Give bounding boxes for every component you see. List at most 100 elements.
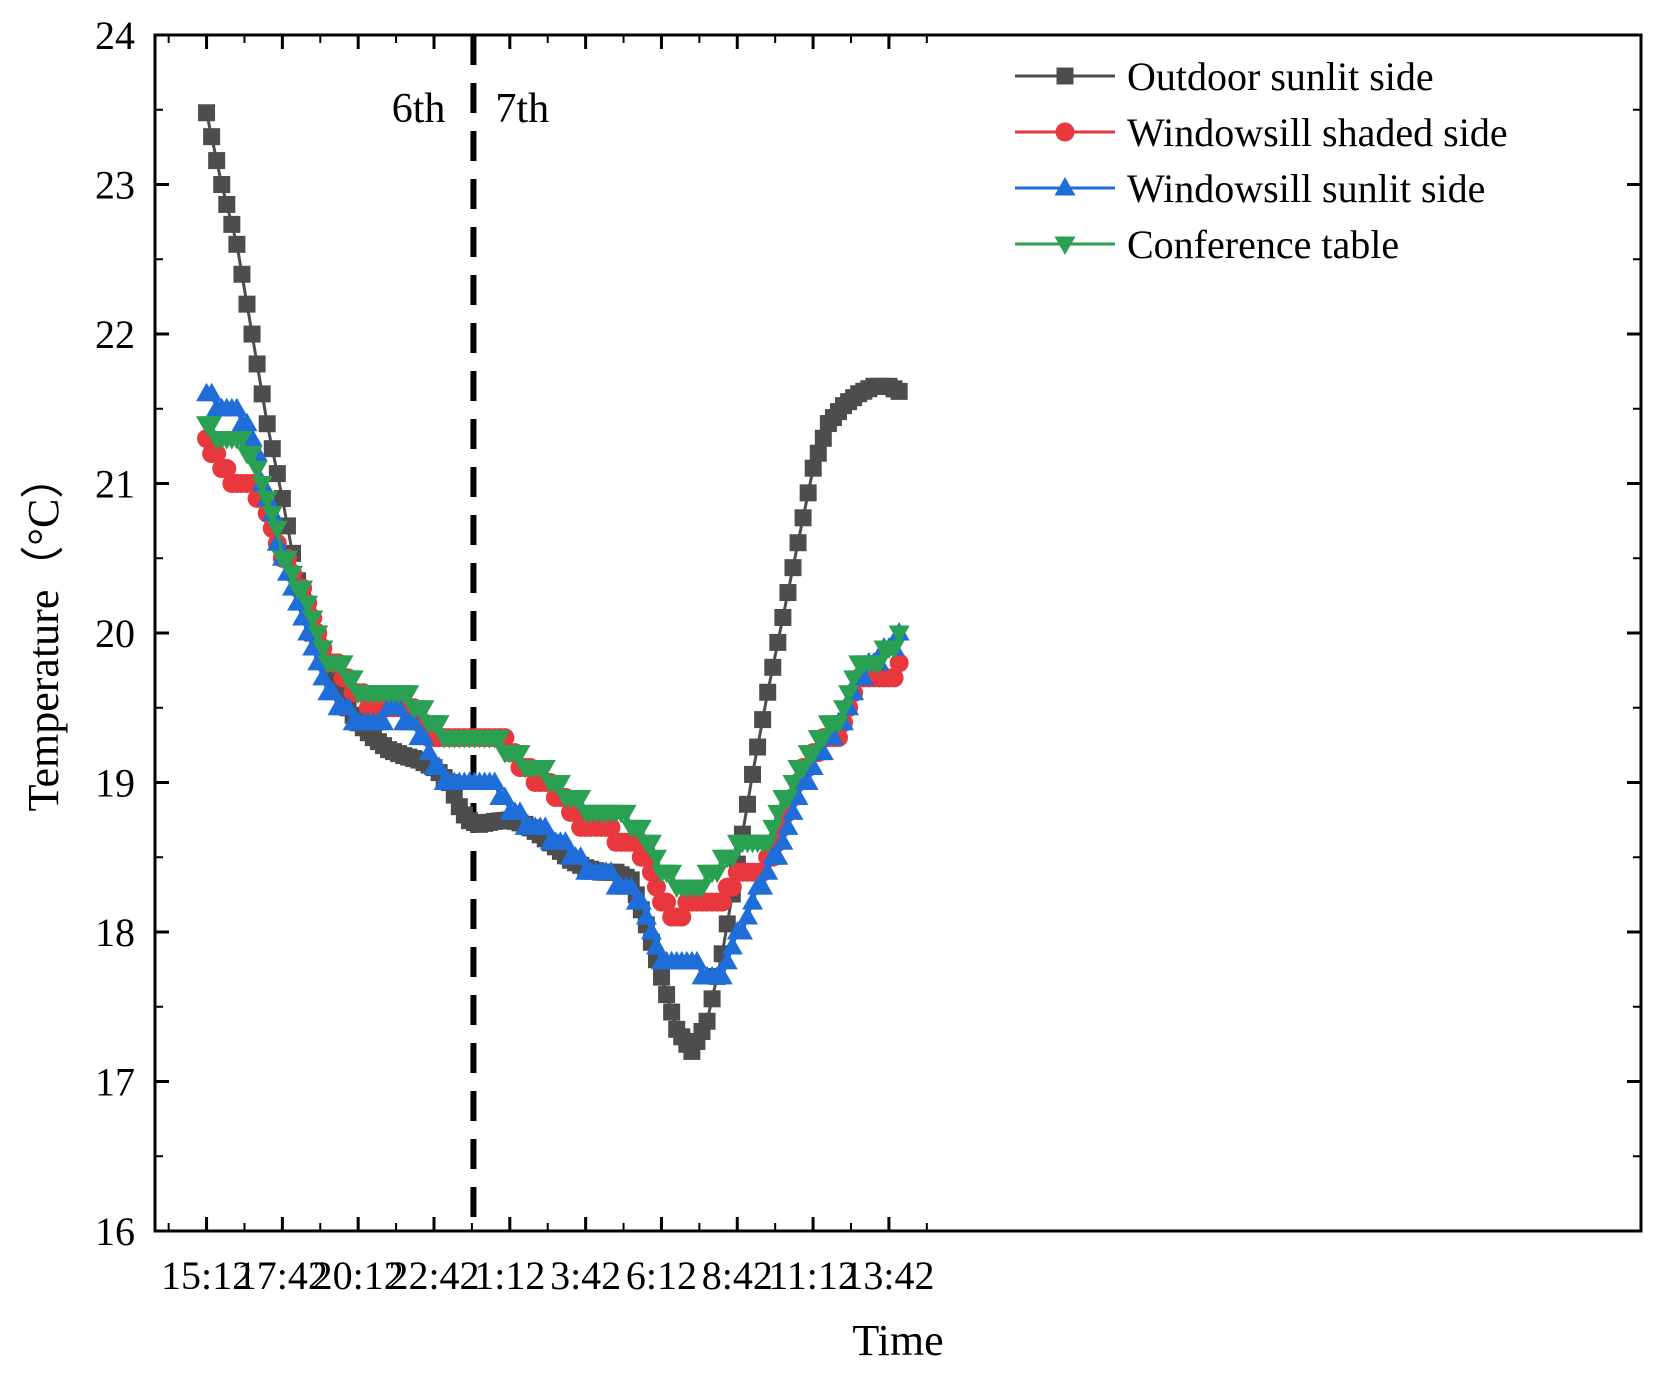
data-point: [784, 559, 802, 577]
data-point: [742, 891, 764, 910]
data-point: [640, 834, 662, 854]
data-point: [721, 935, 743, 955]
day-label-7th: 7th: [495, 86, 549, 132]
data-point: [534, 816, 556, 835]
data-point: [889, 653, 909, 673]
data-point: [645, 849, 667, 869]
data-point: [706, 864, 728, 884]
x-axis-title: Time: [852, 1316, 943, 1365]
x-tick-label: 15:12: [161, 1253, 252, 1298]
data-point: [630, 819, 652, 839]
data-point: [256, 490, 278, 510]
data-point: [302, 610, 324, 630]
data-point: [797, 771, 819, 790]
data-point: [261, 505, 283, 525]
data-point: [767, 804, 789, 824]
data-point: [663, 1003, 681, 1021]
data-point: [203, 128, 221, 146]
data-point: [258, 415, 276, 433]
data-point: [777, 789, 799, 809]
data-point: [812, 741, 834, 761]
data-point: [769, 633, 787, 651]
data-point: [413, 726, 435, 746]
data-point: [307, 651, 329, 671]
data-point: [658, 986, 676, 1004]
y-tick-label: 18: [95, 910, 135, 955]
data-point: [711, 965, 733, 985]
data-point: [749, 738, 767, 756]
data-point: [759, 683, 777, 701]
data-point: [762, 819, 784, 839]
data-point: [372, 711, 394, 731]
data-point: [266, 520, 288, 540]
data-point: [744, 765, 762, 783]
data-point: [403, 711, 425, 731]
data-point: [774, 608, 792, 626]
data-point: [418, 741, 440, 761]
data-point: [736, 906, 758, 925]
data-point: [653, 968, 671, 986]
data-point: [287, 592, 309, 611]
data-point: [228, 235, 246, 253]
data-point: [620, 876, 642, 895]
legend-label: Conference table: [1127, 222, 1399, 267]
legend: Outdoor sunlit side Windowsill shaded sid…: [1015, 54, 1508, 267]
data-point: [716, 950, 738, 970]
day-label-6th: 6th: [392, 86, 446, 132]
y-tick-label: 19: [95, 761, 135, 806]
data-point: [757, 861, 779, 880]
x-tick-label: 1:12: [474, 1253, 545, 1298]
data-point: [570, 846, 592, 865]
data-point: [263, 440, 281, 458]
data-point: [672, 907, 692, 927]
y-tick-label: 16: [95, 1209, 135, 1254]
y-tick-label: 20: [95, 611, 135, 656]
data-point: [812, 730, 834, 749]
data-point: [273, 490, 291, 508]
data-point: [322, 681, 344, 701]
data-point: [764, 658, 782, 676]
y-tick-label: 24: [95, 13, 135, 58]
data-point: [570, 789, 592, 809]
data-point: [201, 382, 223, 402]
data-point: [794, 509, 812, 527]
x-tick-label: 17:42: [237, 1253, 328, 1298]
data-point: [640, 921, 662, 940]
data-point: [509, 745, 531, 764]
data-point: [809, 444, 827, 462]
data-point: [754, 711, 772, 729]
data-point: [802, 745, 824, 764]
data-point: [698, 1012, 716, 1030]
x-tick-label: 6:12: [626, 1253, 697, 1298]
series-conference-table: [196, 416, 910, 899]
data-point: [554, 831, 576, 850]
data-point: [822, 726, 844, 746]
data-point: [248, 355, 266, 373]
legend-label: Outdoor sunlit side: [1127, 54, 1434, 99]
data-point: [833, 700, 855, 719]
data-point: [718, 915, 736, 933]
data-point: [292, 607, 314, 626]
x-tick-label: 22:42: [388, 1253, 479, 1298]
legend-marker: [1056, 67, 1074, 85]
data-point: [843, 670, 865, 689]
legend-label: Windowsill sunlit side: [1127, 166, 1485, 211]
data-point: [712, 892, 732, 912]
data-point: [251, 476, 273, 495]
data-point: [799, 484, 817, 502]
data-point: [297, 595, 319, 615]
data-point: [198, 104, 216, 122]
legend-marker: [1054, 177, 1076, 196]
data-point: [281, 565, 303, 585]
data-point: [722, 877, 742, 897]
data-point: [827, 715, 849, 734]
data-point: [772, 831, 794, 850]
y-tick-label: 21: [95, 462, 135, 507]
data-point: [814, 429, 832, 447]
data-point: [484, 771, 506, 790]
data-point: [241, 446, 263, 465]
data-point: [757, 834, 779, 854]
data-point: [661, 864, 683, 884]
data-point: [767, 846, 789, 865]
data-point: [337, 696, 359, 716]
